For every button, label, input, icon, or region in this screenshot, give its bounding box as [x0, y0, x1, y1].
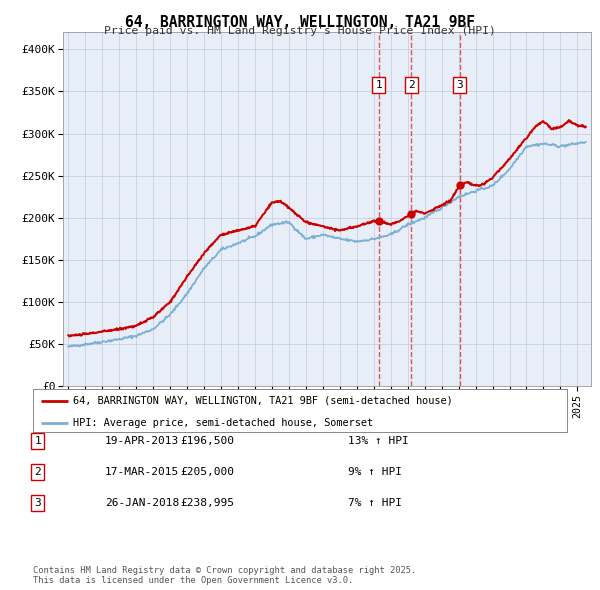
- Text: 7% ↑ HPI: 7% ↑ HPI: [348, 498, 402, 507]
- Text: Price paid vs. HM Land Registry's House Price Index (HPI): Price paid vs. HM Land Registry's House …: [104, 26, 496, 36]
- Text: Contains HM Land Registry data © Crown copyright and database right 2025.
This d: Contains HM Land Registry data © Crown c…: [33, 566, 416, 585]
- Text: 9% ↑ HPI: 9% ↑ HPI: [348, 467, 402, 477]
- Text: 17-MAR-2015: 17-MAR-2015: [105, 467, 179, 477]
- Text: £196,500: £196,500: [180, 437, 234, 446]
- Text: 64, BARRINGTON WAY, WELLINGTON, TA21 9BF (semi-detached house): 64, BARRINGTON WAY, WELLINGTON, TA21 9BF…: [73, 396, 453, 406]
- Text: £205,000: £205,000: [180, 467, 234, 477]
- Text: 2: 2: [407, 80, 415, 90]
- Text: £238,995: £238,995: [180, 498, 234, 507]
- Text: 1: 1: [376, 80, 382, 90]
- Text: 19-APR-2013: 19-APR-2013: [105, 437, 179, 446]
- Text: 1: 1: [34, 437, 41, 446]
- Text: 64, BARRINGTON WAY, WELLINGTON, TA21 9BF: 64, BARRINGTON WAY, WELLINGTON, TA21 9BF: [125, 15, 475, 30]
- Text: 13% ↑ HPI: 13% ↑ HPI: [348, 437, 409, 446]
- Text: 26-JAN-2018: 26-JAN-2018: [105, 498, 179, 507]
- Text: 2: 2: [34, 467, 41, 477]
- Text: 3: 3: [34, 498, 41, 507]
- Text: HPI: Average price, semi-detached house, Somerset: HPI: Average price, semi-detached house,…: [73, 418, 373, 428]
- Text: 3: 3: [457, 80, 463, 90]
